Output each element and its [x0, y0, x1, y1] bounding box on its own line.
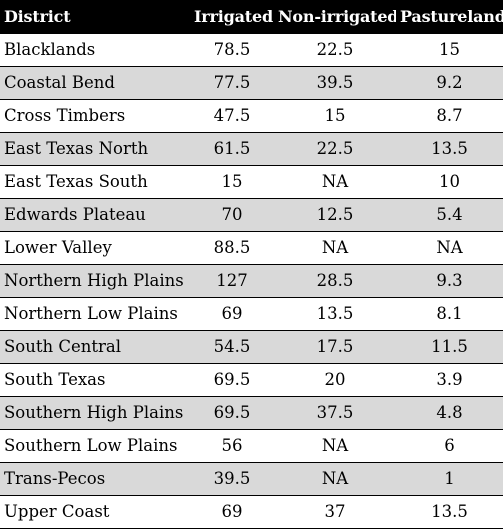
non-irrigated-cell: 13.5: [274, 296, 396, 330]
non-irrigated-cell: 17.5: [274, 329, 396, 363]
district-cell: Lower Valley: [0, 230, 190, 264]
irrigated-cell: 69.5: [190, 362, 274, 396]
irrigated-cell: 69.5: [190, 395, 274, 429]
pastureland-cell: 10: [396, 164, 503, 198]
pastureland-cell: 4.8: [396, 395, 503, 429]
district-cell: Blacklands: [0, 32, 190, 66]
pastureland-cell: 3.9: [396, 362, 503, 396]
non-irrigated-cell: 15: [274, 98, 396, 132]
table-row: Lower Valley 88.5 NA NA: [0, 230, 503, 264]
non-irrigated-cell: 22.5: [274, 32, 396, 66]
table-row: Edwards Plateau 70 12.5 5.4: [0, 197, 503, 231]
district-cell: East Texas South: [0, 164, 190, 198]
pastureland-cell: 13.5: [396, 131, 503, 165]
pastureland-cell: 13.5: [396, 494, 503, 529]
irrigated-cell: 69: [190, 296, 274, 330]
non-irrigated-cell: 39.5: [274, 65, 396, 99]
irrigated-cell: 39.5: [190, 461, 274, 495]
header-non-irrigated: Non-irrigated: [274, 0, 396, 33]
irrigated-cell: 54.5: [190, 329, 274, 363]
non-irrigated-cell: NA: [274, 461, 396, 495]
district-cell: South Texas: [0, 362, 190, 396]
table-row: Coastal Bend 77.5 39.5 9.2: [0, 65, 503, 99]
district-cell: Northern High Plains: [0, 263, 190, 297]
table-row: East Texas South 15 NA 10: [0, 164, 503, 198]
table-row: East Texas North 61.5 22.5 13.5: [0, 131, 503, 165]
header-irrigated: Irrigated: [190, 0, 274, 33]
district-cell: Edwards Plateau: [0, 197, 190, 231]
non-irrigated-cell: 28.5: [274, 263, 396, 297]
irrigated-cell: 15: [190, 164, 274, 198]
non-irrigated-cell: NA: [274, 164, 396, 198]
table-row: Blacklands 78.5 22.5 15: [0, 32, 503, 66]
pastureland-cell: 1: [396, 461, 503, 495]
table-row: Southern Low Plains 56 NA 6: [0, 428, 503, 462]
district-cell: Southern High Plains: [0, 395, 190, 429]
irrigated-cell: 77.5: [190, 65, 274, 99]
pastureland-cell: 9.2: [396, 65, 503, 99]
pastureland-cell: NA: [396, 230, 503, 264]
pastureland-cell: 8.1: [396, 296, 503, 330]
table-row: Northern High Plains 127 28.5 9.3: [0, 263, 503, 297]
table-row: Upper Coast 69 37 13.5: [0, 494, 503, 529]
header-row: District Irrigated Non-irrigated Pasture…: [0, 0, 503, 33]
irrigated-cell: 70: [190, 197, 274, 231]
pastureland-cell: 5.4: [396, 197, 503, 231]
header-district: District: [0, 0, 190, 33]
irrigated-cell: 88.5: [190, 230, 274, 264]
pastureland-cell: 9.3: [396, 263, 503, 297]
non-irrigated-cell: 22.5: [274, 131, 396, 165]
table-row: Northern Low Plains 69 13.5 8.1: [0, 296, 503, 330]
header-pastureland: Pastureland: [396, 0, 503, 33]
non-irrigated-cell: 12.5: [274, 197, 396, 231]
non-irrigated-cell: 37.5: [274, 395, 396, 429]
district-cell: Northern Low Plains: [0, 296, 190, 330]
irrigated-cell: 69: [190, 494, 274, 529]
non-irrigated-cell: 20: [274, 362, 396, 396]
pastureland-cell: 6: [396, 428, 503, 462]
irrigated-cell: 78.5: [190, 32, 274, 66]
table-row: South Central 54.5 17.5 11.5: [0, 329, 503, 363]
irrigated-cell: 61.5: [190, 131, 274, 165]
table-body: Blacklands 78.5 22.5 15 Coastal Bend 77.5 39.5…: [0, 32, 503, 529]
pastureland-cell: 8.7: [396, 98, 503, 132]
district-cell: Trans-Pecos: [0, 461, 190, 495]
pastureland-cell: 15: [396, 32, 503, 66]
district-cell: Southern Low Plains: [0, 428, 190, 462]
district-cell: Cross Timbers: [0, 98, 190, 132]
non-irrigated-cell: NA: [274, 428, 396, 462]
table-row: South Texas 69.5 20 3.9: [0, 362, 503, 396]
table-row: Cross Timbers 47.5 15 8.7: [0, 98, 503, 132]
non-irrigated-cell: 37: [274, 494, 396, 529]
district-cell: Upper Coast: [0, 494, 190, 529]
pastureland-cell: 11.5: [396, 329, 503, 363]
irrigated-cell: 47.5: [190, 98, 274, 132]
irrigated-cell: 127: [190, 263, 274, 297]
district-cell: East Texas North: [0, 131, 190, 165]
irrigated-cell: 56: [190, 428, 274, 462]
district-cell: South Central: [0, 329, 190, 363]
table-row: Trans-Pecos 39.5 NA 1: [0, 461, 503, 495]
non-irrigated-cell: NA: [274, 230, 396, 264]
table-row: Southern High Plains 69.5 37.5 4.8: [0, 395, 503, 429]
district-cell: Coastal Bend: [0, 65, 190, 99]
